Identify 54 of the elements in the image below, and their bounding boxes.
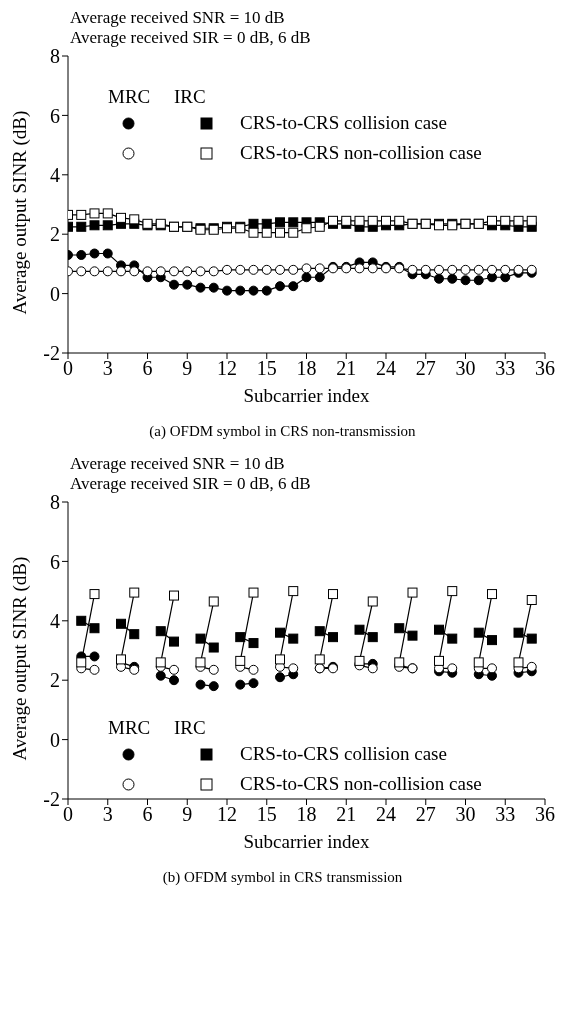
y-tick-label: -2: [43, 342, 60, 365]
x-tick-label: 3: [102, 803, 113, 826]
text: (a) OFDM symbol in CRS non-transmission: [148, 423, 417, 440]
x-tick-label: 21: [336, 357, 357, 380]
annotation: IRC: [174, 717, 207, 739]
y-tick-label: 6: [50, 104, 60, 127]
x-tick-label: 9: [182, 357, 193, 380]
y-tick-label: 8: [50, 491, 60, 514]
x-axis-title: Subcarrier index: [243, 831, 371, 853]
x-tick-label: 33: [495, 803, 516, 826]
legend-label: CRS-to-CRS collision case: [240, 743, 447, 765]
legend-label: CRS-to-CRS non-collision case: [240, 773, 482, 795]
y-tick-label: -2: [43, 788, 60, 811]
x-tick-label: 27: [415, 357, 436, 380]
x-tick-label: 3: [102, 357, 113, 380]
x-tick-label: 30: [455, 803, 476, 826]
chart-title: Average received SNR = 10 dB: [70, 8, 286, 28]
x-tick-label: 18: [296, 357, 317, 380]
x-tick-label: 18: [296, 803, 317, 826]
x-tick-label: 30: [455, 357, 476, 380]
x-tick-label: 21: [336, 803, 357, 826]
x-tick-label: 33: [495, 357, 516, 380]
x-axis-title: Subcarrier index: [243, 385, 371, 407]
y-axis-title: Average output SINR (dB): [8, 110, 31, 315]
chart-subtitle: Average received SIR = 0 dB, 6 dB: [70, 474, 312, 494]
y-tick-label: 6: [50, 550, 60, 573]
x-tick-label: 6: [142, 357, 153, 380]
annotation: MRC: [108, 717, 152, 739]
x-tick-label: 9: [182, 803, 193, 826]
y-tick-label: 2: [50, 669, 60, 692]
x-tick-label: 12: [217, 357, 237, 380]
chart-subtitle: Average received SIR = 0 dB, 6 dB: [70, 28, 312, 48]
x-tick-label: 12: [217, 803, 237, 826]
x-tick-label: 27: [415, 803, 436, 826]
legend-label: CRS-to-CRS non-collision case: [240, 142, 482, 164]
text: (b) OFDM symbol in CRS transmission: [161, 869, 404, 886]
x-tick-label: 24: [376, 357, 396, 380]
x-tick-label: 36: [535, 803, 555, 826]
annotation: MRC: [108, 86, 152, 108]
y-tick-label: 2: [50, 223, 60, 246]
x-tick-label: 36: [535, 357, 555, 380]
x-tick-label: 15: [256, 803, 277, 826]
y-tick-label: 4: [50, 609, 60, 632]
annotation: IRC: [174, 86, 207, 108]
y-tick-label: 4: [50, 163, 60, 186]
y-tick-label: 0: [50, 282, 60, 305]
y-tick-label: 0: [50, 728, 60, 751]
x-tick-label: 15: [256, 357, 277, 380]
y-tick-label: 8: [50, 45, 60, 68]
legend-label: CRS-to-CRS collision case: [240, 112, 447, 134]
y-axis-title: Average output SINR (dB): [8, 556, 31, 761]
x-tick-label: 6: [142, 803, 153, 826]
chart-title: Average received SNR = 10 dB: [70, 454, 286, 474]
x-tick-label: 24: [376, 803, 396, 826]
